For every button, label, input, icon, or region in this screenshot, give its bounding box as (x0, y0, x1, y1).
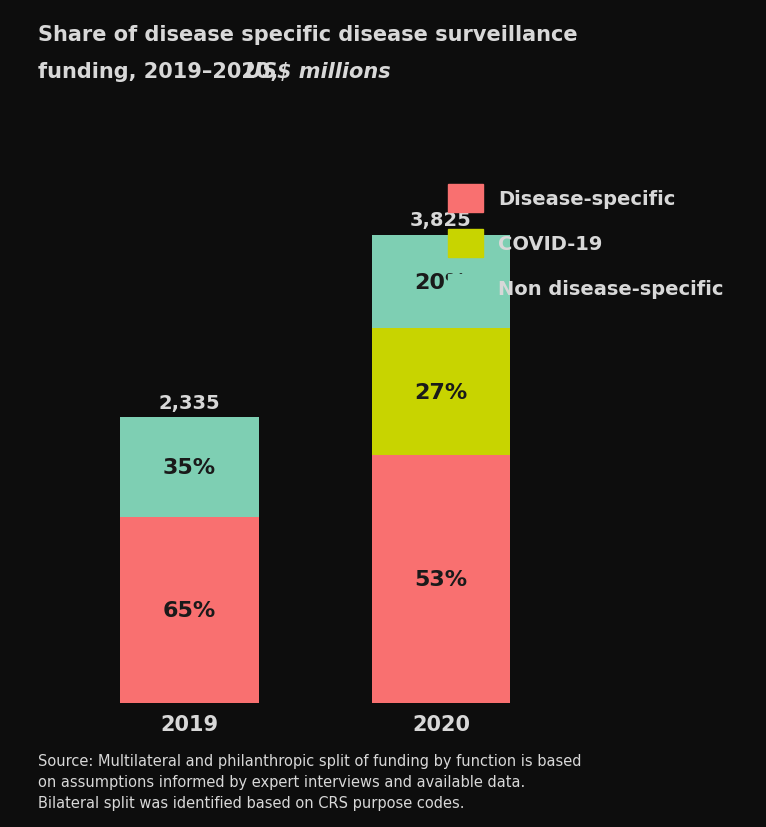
Text: 53%: 53% (414, 569, 467, 589)
Legend: Disease-specific, COVID-19, Non disease-specific: Disease-specific, COVID-19, Non disease-… (438, 175, 733, 312)
Bar (372, 329, 510, 455)
Text: funding, 2019–2020,: funding, 2019–2020, (38, 62, 286, 82)
Bar (120, 418, 258, 518)
Bar (372, 236, 510, 329)
Text: 2,335: 2,335 (159, 394, 220, 412)
Text: Share of disease specific disease surveillance: Share of disease specific disease survei… (38, 25, 578, 45)
Text: US$ millions: US$ millions (245, 62, 391, 82)
Bar (372, 455, 510, 703)
Text: 35%: 35% (162, 458, 216, 478)
Text: 65%: 65% (162, 600, 216, 620)
Text: 3,825: 3,825 (410, 211, 472, 230)
Text: 27%: 27% (414, 382, 467, 402)
Bar (120, 518, 258, 703)
Text: 20%: 20% (414, 272, 468, 292)
Text: Source: Multilateral and philanthropic split of funding by function is based
on : Source: Multilateral and philanthropic s… (38, 753, 582, 810)
